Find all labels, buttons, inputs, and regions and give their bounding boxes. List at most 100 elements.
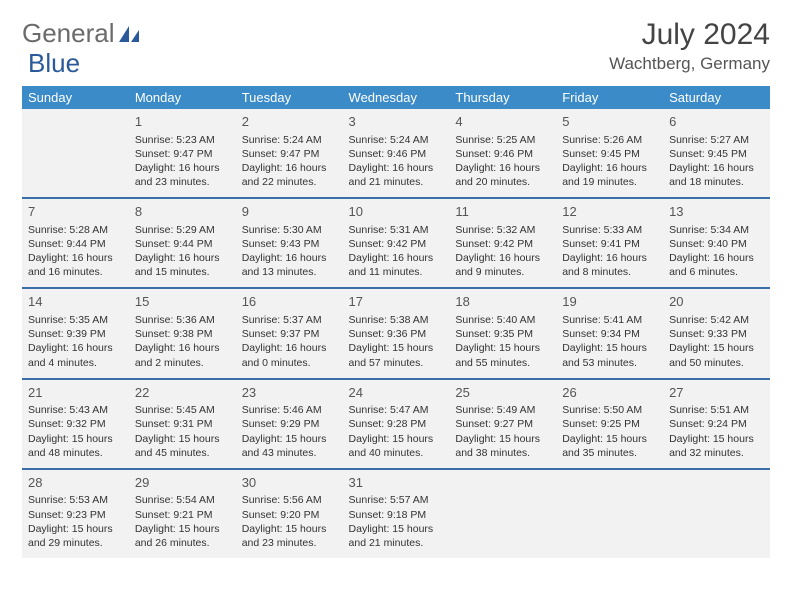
daylight-line1: Daylight: 16 hours	[349, 161, 444, 175]
daylight-line2: and 11 minutes.	[349, 265, 444, 279]
day-cell: 9Sunrise: 5:30 AMSunset: 9:43 PMDaylight…	[236, 198, 343, 288]
daylight-line1: Daylight: 15 hours	[455, 341, 550, 355]
sunset-line: Sunset: 9:18 PM	[349, 508, 444, 522]
day-cell: 24Sunrise: 5:47 AMSunset: 9:28 PMDayligh…	[343, 379, 450, 469]
daylight-line2: and 21 minutes.	[349, 536, 444, 550]
sunset-line: Sunset: 9:47 PM	[242, 147, 337, 161]
calendar-body: 1Sunrise: 5:23 AMSunset: 9:47 PMDaylight…	[22, 109, 770, 558]
sunrise-line: Sunrise: 5:34 AM	[669, 223, 764, 237]
day-cell: 22Sunrise: 5:45 AMSunset: 9:31 PMDayligh…	[129, 379, 236, 469]
daylight-line2: and 45 minutes.	[135, 446, 230, 460]
day-cell: 4Sunrise: 5:25 AMSunset: 9:46 PMDaylight…	[449, 109, 556, 198]
day-cell: 3Sunrise: 5:24 AMSunset: 9:46 PMDaylight…	[343, 109, 450, 198]
daylight-line2: and 21 minutes.	[349, 175, 444, 189]
logo-word2: Blue	[28, 48, 80, 79]
sunset-line: Sunset: 9:31 PM	[135, 417, 230, 431]
daylight-line2: and 38 minutes.	[455, 446, 550, 460]
month-title: July 2024	[609, 18, 770, 52]
day-cell: 11Sunrise: 5:32 AMSunset: 9:42 PMDayligh…	[449, 198, 556, 288]
sunset-line: Sunset: 9:24 PM	[669, 417, 764, 431]
daylight-line2: and 55 minutes.	[455, 356, 550, 370]
sunset-line: Sunset: 9:42 PM	[349, 237, 444, 251]
sunrise-line: Sunrise: 5:30 AM	[242, 223, 337, 237]
week-row: 28Sunrise: 5:53 AMSunset: 9:23 PMDayligh…	[22, 469, 770, 558]
sunrise-line: Sunrise: 5:42 AM	[669, 313, 764, 327]
dow-wed: Wednesday	[343, 86, 450, 109]
day-cell: 31Sunrise: 5:57 AMSunset: 9:18 PMDayligh…	[343, 469, 450, 558]
sunset-line: Sunset: 9:21 PM	[135, 508, 230, 522]
sunset-line: Sunset: 9:44 PM	[135, 237, 230, 251]
day-cell: 10Sunrise: 5:31 AMSunset: 9:42 PMDayligh…	[343, 198, 450, 288]
sunrise-line: Sunrise: 5:23 AM	[135, 133, 230, 147]
daylight-line2: and 43 minutes.	[242, 446, 337, 460]
week-row: 1Sunrise: 5:23 AMSunset: 9:47 PMDaylight…	[22, 109, 770, 198]
daylight-line2: and 40 minutes.	[349, 446, 444, 460]
sunrise-line: Sunrise: 5:28 AM	[28, 223, 123, 237]
day-cell: 18Sunrise: 5:40 AMSunset: 9:35 PMDayligh…	[449, 288, 556, 378]
sunset-line: Sunset: 9:33 PM	[669, 327, 764, 341]
sunset-line: Sunset: 9:23 PM	[28, 508, 123, 522]
daylight-line1: Daylight: 16 hours	[135, 341, 230, 355]
day-number: 15	[135, 293, 230, 311]
day-number: 27	[669, 384, 764, 402]
day-number: 11	[455, 203, 550, 221]
daylight-line2: and 50 minutes.	[669, 356, 764, 370]
day-number: 26	[562, 384, 657, 402]
day-cell	[663, 469, 770, 558]
day-number: 19	[562, 293, 657, 311]
sunrise-line: Sunrise: 5:33 AM	[562, 223, 657, 237]
sunset-line: Sunset: 9:46 PM	[349, 147, 444, 161]
daylight-line2: and 0 minutes.	[242, 356, 337, 370]
logo: General	[22, 18, 143, 49]
day-number: 1	[135, 113, 230, 131]
daylight-line2: and 6 minutes.	[669, 265, 764, 279]
day-cell: 21Sunrise: 5:43 AMSunset: 9:32 PMDayligh…	[22, 379, 129, 469]
daylight-line2: and 15 minutes.	[135, 265, 230, 279]
calendar-table: Sunday Monday Tuesday Wednesday Thursday…	[22, 86, 770, 558]
day-cell: 14Sunrise: 5:35 AMSunset: 9:39 PMDayligh…	[22, 288, 129, 378]
day-number: 9	[242, 203, 337, 221]
dow-sun: Sunday	[22, 86, 129, 109]
day-cell: 12Sunrise: 5:33 AMSunset: 9:41 PMDayligh…	[556, 198, 663, 288]
dow-row: Sunday Monday Tuesday Wednesday Thursday…	[22, 86, 770, 109]
day-cell: 27Sunrise: 5:51 AMSunset: 9:24 PMDayligh…	[663, 379, 770, 469]
daylight-line1: Daylight: 16 hours	[349, 251, 444, 265]
day-number: 25	[455, 384, 550, 402]
sunrise-line: Sunrise: 5:38 AM	[349, 313, 444, 327]
daylight-line1: Daylight: 15 hours	[135, 432, 230, 446]
daylight-line1: Daylight: 16 hours	[28, 341, 123, 355]
sunrise-line: Sunrise: 5:53 AM	[28, 493, 123, 507]
title-block: July 2024 Wachtberg, Germany	[609, 18, 770, 74]
daylight-line1: Daylight: 15 hours	[349, 341, 444, 355]
sunset-line: Sunset: 9:34 PM	[562, 327, 657, 341]
sunrise-line: Sunrise: 5:27 AM	[669, 133, 764, 147]
sunrise-line: Sunrise: 5:32 AM	[455, 223, 550, 237]
day-cell	[556, 469, 663, 558]
sunset-line: Sunset: 9:28 PM	[349, 417, 444, 431]
sunset-line: Sunset: 9:20 PM	[242, 508, 337, 522]
daylight-line2: and 19 minutes.	[562, 175, 657, 189]
daylight-line1: Daylight: 15 hours	[669, 432, 764, 446]
dow-thu: Thursday	[449, 86, 556, 109]
sunrise-line: Sunrise: 5:26 AM	[562, 133, 657, 147]
daylight-line1: Daylight: 15 hours	[242, 432, 337, 446]
daylight-line1: Daylight: 16 hours	[242, 161, 337, 175]
day-cell: 28Sunrise: 5:53 AMSunset: 9:23 PMDayligh…	[22, 469, 129, 558]
sunset-line: Sunset: 9:43 PM	[242, 237, 337, 251]
day-number: 28	[28, 474, 123, 492]
sunrise-line: Sunrise: 5:51 AM	[669, 403, 764, 417]
sunset-line: Sunset: 9:35 PM	[455, 327, 550, 341]
daylight-line1: Daylight: 15 hours	[28, 432, 123, 446]
daylight-line2: and 57 minutes.	[349, 356, 444, 370]
day-cell: 15Sunrise: 5:36 AMSunset: 9:38 PMDayligh…	[129, 288, 236, 378]
day-number: 20	[669, 293, 764, 311]
sunrise-line: Sunrise: 5:50 AM	[562, 403, 657, 417]
daylight-line2: and 23 minutes.	[135, 175, 230, 189]
daylight-line2: and 53 minutes.	[562, 356, 657, 370]
day-number: 30	[242, 474, 337, 492]
week-row: 21Sunrise: 5:43 AMSunset: 9:32 PMDayligh…	[22, 379, 770, 469]
daylight-line1: Daylight: 16 hours	[135, 251, 230, 265]
daylight-line1: Daylight: 16 hours	[135, 161, 230, 175]
sunset-line: Sunset: 9:41 PM	[562, 237, 657, 251]
sunrise-line: Sunrise: 5:31 AM	[349, 223, 444, 237]
